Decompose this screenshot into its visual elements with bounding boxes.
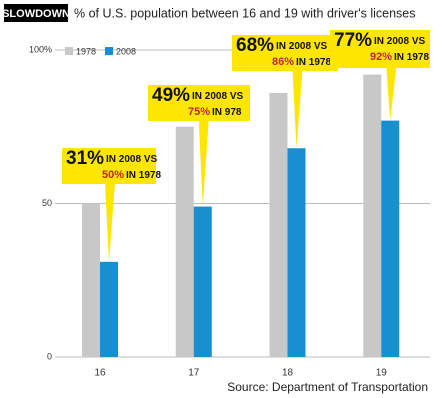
callout-line: 75% IN 978 — [188, 106, 242, 118]
title-tag-box — [4, 4, 68, 22]
y-tick-label: 50 — [42, 198, 52, 208]
chart-title: % of U.S. population between 16 and 19 w… — [74, 6, 415, 20]
callout-text: IN 1978 — [296, 57, 331, 68]
callout-big: 68% — [236, 35, 274, 56]
bar — [82, 203, 100, 357]
title-tag: SLOWDOWN — [2, 8, 70, 20]
bar — [381, 120, 400, 357]
callout-big: 31% — [66, 148, 104, 169]
source: Source: Department of Transportation — [227, 380, 428, 394]
callout-box — [330, 30, 430, 68]
bar — [287, 148, 306, 357]
legend-swatch — [105, 47, 113, 55]
callout-red: 50% — [102, 169, 124, 181]
callout-text: IN 2008 VS — [374, 36, 425, 47]
x-tick-label: 17 — [188, 368, 200, 379]
callout-line: 31% IN 2008 VS — [66, 148, 158, 169]
callout-line: 77% IN 2008 VS — [334, 30, 426, 51]
callout-text: IN 978 — [212, 107, 242, 118]
x-tick-label: 16 — [94, 368, 106, 379]
callout-pointer — [386, 67, 397, 121]
callout-red: 86% — [272, 56, 294, 68]
callout-box — [148, 85, 250, 121]
callout-line: 92% IN 1978 — [370, 51, 429, 63]
callout-line: 68% IN 2008 VS — [236, 35, 328, 56]
callout-pointer — [105, 183, 115, 262]
callout-box — [62, 148, 156, 184]
callout-text: IN 2008 VS — [192, 91, 243, 102]
bar — [175, 126, 194, 357]
callout-text: IN 2008 VS — [276, 41, 327, 52]
x-tick-label: 19 — [376, 368, 388, 379]
callout-line: 86% IN 1978 — [272, 56, 331, 68]
callout-red: 75% — [188, 106, 210, 118]
bar — [363, 74, 382, 357]
callout-pointer — [292, 70, 303, 149]
legend-label: 1978 — [76, 46, 96, 56]
callout-line: 49% IN 2008 VS — [152, 85, 244, 106]
bar — [193, 206, 212, 357]
legend-swatch — [65, 47, 73, 55]
callout-text: IN 1978 — [394, 52, 429, 63]
callout-text: IN 2008 VS — [106, 154, 157, 165]
callout-big: 49% — [152, 85, 190, 106]
callout-text: IN 1978 — [126, 170, 161, 181]
x-tick-label: 18 — [282, 368, 294, 379]
callout-red: 92% — [370, 51, 392, 63]
bar — [100, 261, 118, 357]
y-tick-label: 0 — [47, 351, 52, 361]
callout-big: 77% — [334, 30, 372, 51]
callout-line: 50% IN 1978 — [102, 169, 161, 181]
callout-pointer — [198, 120, 209, 207]
y-tick-label: 100% — [29, 44, 52, 54]
bar — [269, 92, 288, 357]
callout-box — [232, 35, 338, 71]
legend-label: 2008 — [116, 46, 136, 56]
